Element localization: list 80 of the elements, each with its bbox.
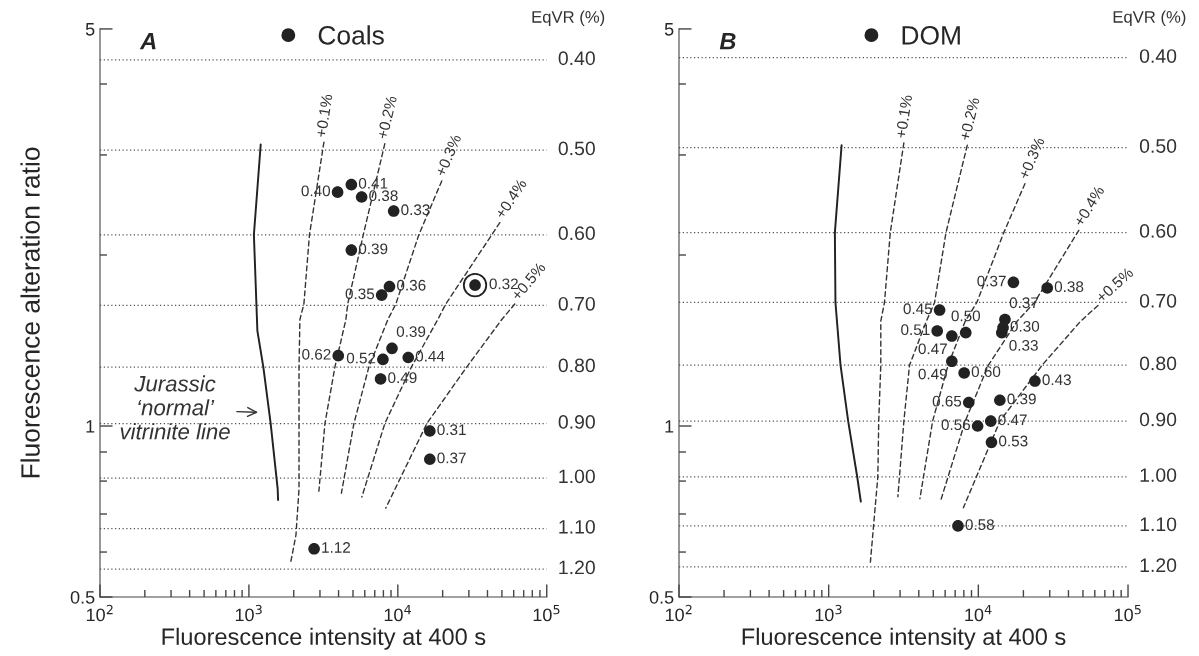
x-tick-label: 10$^{3}$ <box>235 604 262 622</box>
annotation: 0.39 <box>1007 393 1036 405</box>
text: 0.70 <box>1139 293 1177 308</box>
annotation: 0.36 <box>397 279 426 291</box>
text: 0.50 <box>558 141 595 156</box>
text: 0.90 <box>558 415 595 429</box>
text: 1.20 <box>1140 558 1177 573</box>
legend-label: Coals <box>318 25 384 45</box>
text: 0.80 <box>1139 356 1177 371</box>
text: 1.10 <box>559 519 595 534</box>
annotation: 0.52 <box>346 352 376 364</box>
text: 0.80 <box>558 358 595 373</box>
text: +0.1% <box>895 94 913 139</box>
annotation: 0.40 <box>301 185 331 197</box>
text: +0.1% <box>315 93 333 138</box>
text: 1.10 <box>1140 517 1177 532</box>
y-tick-label: 0.5 <box>70 590 95 604</box>
y-tick-label: 1 <box>665 420 674 433</box>
annotation: 0.38 <box>369 190 398 202</box>
annotation: 0.49 <box>918 368 947 380</box>
annotation: 0.30 <box>1010 320 1040 332</box>
annotation: Jurassic ‘normal’ vitrinite line <box>120 375 230 440</box>
text: +0.3% <box>434 133 462 177</box>
x-tick-label: 10$^{5}$ <box>533 604 560 622</box>
text: +0.2% <box>959 97 980 141</box>
annotation: 0.45 <box>903 303 933 315</box>
line-series <box>833 144 862 503</box>
annotation: 0.37 <box>1009 297 1039 309</box>
annotation: 0.41 <box>358 177 388 189</box>
x-tick-label: 10$^{5}$ <box>1114 604 1141 622</box>
annotation: 0.39 <box>396 326 426 337</box>
text: 1.00 <box>1140 468 1177 483</box>
annotation: 0.31 <box>437 424 466 436</box>
annotation: 0.37 <box>437 452 466 464</box>
text: 0.50 <box>1139 139 1177 153</box>
x-axis-title: Fluorescence intensity at 400 s <box>742 627 1066 650</box>
text: 0.60 <box>558 226 595 241</box>
line-series <box>252 143 280 501</box>
y-tick-label: 5 <box>85 23 95 36</box>
text: +0.2% <box>376 95 398 140</box>
annotation: 0.47 <box>998 414 1027 426</box>
text: +0.3% <box>1018 136 1045 180</box>
annotation: 0.62 <box>302 348 331 360</box>
chart-title: A <box>139 32 156 50</box>
annotation: 0.49 <box>388 372 417 384</box>
text: 0.40 <box>558 51 595 66</box>
text: 1.20 <box>559 560 595 575</box>
text: 0.60 <box>1139 224 1177 238</box>
x-axis-title: Fluorescence intensity at 400 s <box>162 627 486 650</box>
annotation: 0.60 <box>971 366 1001 378</box>
annotation: 0.33 <box>401 204 430 216</box>
annotation: 0.37 <box>977 275 1006 287</box>
x-tick-label: 10$^{4}$ <box>384 604 411 622</box>
annotation: 0.39 <box>358 243 388 255</box>
annotation: 0.35 <box>345 288 375 300</box>
annotation: 0.47 <box>918 343 947 355</box>
x-tick-label: 10$^{2}$ <box>86 604 113 622</box>
y-tick-label: 1 <box>86 420 95 433</box>
text: EqVR (%) <box>532 10 605 27</box>
annotation: 0.58 <box>965 519 994 531</box>
annotation: 0.53 <box>999 435 1028 447</box>
annotation: 0.33 <box>1009 339 1038 351</box>
text: 0.90 <box>1139 412 1177 427</box>
annotation: 0.44 <box>415 350 445 362</box>
text: 0.40 <box>1139 49 1177 63</box>
x-tick-label: 10$^{2}$ <box>665 604 692 622</box>
x-tick-label: 10$^{3}$ <box>815 604 842 622</box>
annotation: 1.12 <box>322 542 351 553</box>
x-tick-label: 10$^{4}$ <box>965 604 992 622</box>
chart-title: B <box>719 32 736 50</box>
text: EqVR (%) <box>1113 10 1186 27</box>
annotation: 0.38 <box>1054 281 1084 293</box>
y-tick-label: 0.5 <box>649 590 674 604</box>
y-tick-label: 5 <box>664 23 674 36</box>
y-axis-title: Fluorescence alteration ratio <box>20 147 40 478</box>
text: 0.70 <box>558 296 595 311</box>
annotation: 0.43 <box>1042 374 1071 386</box>
annotation: 0.51 <box>901 324 930 336</box>
legend-label: DOM <box>902 25 960 45</box>
text: 1.00 <box>559 469 595 484</box>
